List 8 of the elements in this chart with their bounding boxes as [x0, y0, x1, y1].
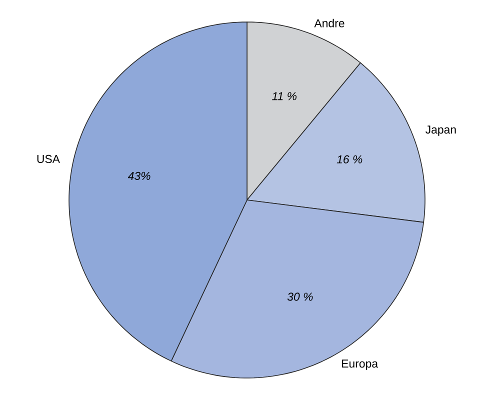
slice-label: Andre: [314, 18, 344, 28]
slice-label: Europa: [342, 360, 378, 370]
data-label: 30 %: [287, 292, 313, 301]
data-label: 11 %: [272, 92, 297, 100]
data-label: 16 %: [336, 155, 362, 164]
data-label: 43%: [128, 172, 150, 180]
slice-label: Japan: [426, 126, 456, 136]
slice-label: USA: [37, 154, 60, 164]
